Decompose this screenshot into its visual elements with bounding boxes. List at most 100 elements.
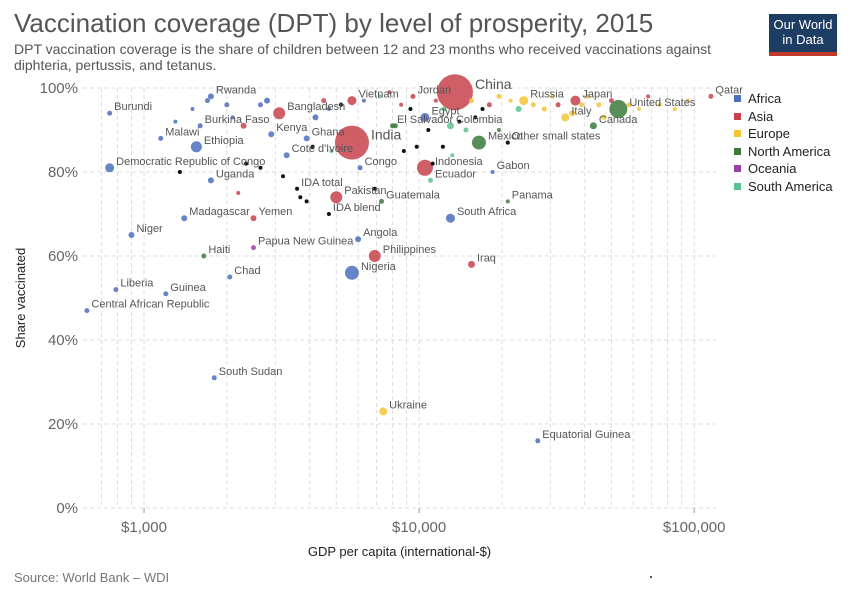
data-point: [471, 135, 486, 150]
legend-swatch: [734, 182, 741, 190]
data-point: [450, 153, 455, 158]
point-label: South Africa: [457, 206, 517, 218]
data-point: [457, 119, 462, 124]
data-point: [283, 152, 290, 159]
y-tick-label: 20%: [48, 416, 78, 433]
point-label: Cote d'Ivoire: [292, 143, 353, 155]
point-label: Ethiopia: [204, 135, 245, 147]
data-point: [113, 287, 119, 293]
data-point: [240, 122, 247, 129]
data-point: [657, 102, 662, 107]
point-label: China: [475, 76, 512, 92]
data-point: [190, 107, 195, 111]
data-point: [257, 102, 263, 108]
data-point: [609, 100, 628, 118]
owid-logo[interactable]: Our World in Data: [769, 14, 837, 56]
y-axis-label: Share vaccinated: [13, 248, 28, 348]
legend: Africa Asia Europe North America Oceania Sout…: [734, 90, 833, 196]
data-point: [379, 198, 385, 204]
data-point: [601, 114, 607, 120]
point-label: Bangladesh: [287, 101, 345, 113]
chart-subtitle: DPT vaccination coverage is the share of…: [14, 41, 712, 73]
point-label: Mexico: [488, 131, 523, 143]
data-point: [561, 113, 570, 122]
data-point: [508, 98, 513, 103]
point-label: Nigeria: [361, 261, 397, 273]
data-point: [312, 114, 319, 121]
logo-accent-bar: [769, 52, 837, 56]
legend-item[interactable]: Asia: [734, 108, 833, 126]
data-point: [569, 110, 576, 117]
data-point: [408, 107, 413, 111]
data-point: [399, 102, 404, 107]
data-point: [211, 375, 217, 381]
legend-label: South America: [748, 178, 833, 194]
legend-item[interactable]: South America: [734, 178, 833, 196]
data-point: [321, 98, 327, 104]
corner-dot: [650, 576, 652, 578]
data-point: [426, 128, 431, 132]
data-point: [445, 213, 455, 223]
data-point: [250, 215, 257, 222]
data-point: [347, 96, 357, 106]
data-point: [326, 212, 331, 216]
data-point: [387, 90, 392, 95]
point-label: Colombia: [456, 114, 503, 126]
point-label: Kenya: [276, 122, 308, 134]
data-point: [310, 144, 315, 149]
data-point: [377, 94, 382, 99]
data-point: [201, 253, 207, 259]
data-point: [334, 125, 369, 160]
point-label: Burkina Faso: [205, 114, 270, 126]
data-point: [401, 149, 406, 153]
point-label: Japan: [582, 89, 612, 101]
y-tick-label: 60%: [48, 248, 78, 265]
source-note[interactable]: Source: World Bank – WDI: [14, 570, 170, 585]
legend-item[interactable]: Africa: [734, 90, 833, 108]
data-point: [428, 177, 434, 183]
y-tick-label: 40%: [48, 332, 78, 349]
y-tick-label: 80%: [48, 164, 78, 181]
data-point: [207, 177, 214, 184]
data-point: [379, 407, 388, 416]
legend-item[interactable]: Europe: [734, 125, 833, 143]
data-point: [626, 102, 632, 108]
point-label: Democratic Republic of Congo: [116, 156, 265, 168]
data-point: [344, 265, 359, 280]
legend-item[interactable]: Oceania: [734, 160, 833, 178]
point-label: Haiti: [208, 244, 230, 256]
data-point: [330, 191, 343, 204]
point-label: United States: [629, 97, 696, 109]
point-label: Malawi: [165, 126, 199, 138]
point-label: Qatar: [715, 84, 743, 96]
point-label: Pakistan: [344, 185, 386, 197]
data-point: [468, 98, 474, 104]
point-label: India: [371, 127, 402, 143]
legend-swatch: [734, 147, 741, 155]
data-point: [197, 123, 203, 129]
data-point: [570, 95, 581, 106]
data-point: [236, 191, 241, 195]
data-point: [107, 110, 113, 116]
data-point: [473, 115, 478, 120]
data-point: [190, 141, 202, 153]
point-label: Ecuador: [435, 168, 476, 180]
data-point: [177, 170, 182, 174]
data-point: [446, 122, 454, 130]
data-point: [303, 135, 310, 142]
data-point: [207, 93, 214, 100]
data-point: [372, 186, 377, 191]
legend-item[interactable]: North America: [734, 143, 833, 161]
point-label: Russia: [530, 89, 565, 101]
data-point: [295, 186, 300, 191]
data-point: [646, 94, 651, 99]
x-tick-label: $1,000: [121, 519, 167, 536]
point-label: Panama: [512, 189, 554, 201]
data-point: [158, 135, 164, 141]
data-point: [672, 107, 677, 111]
point-label: IDA total: [301, 177, 343, 189]
data-point: [392, 123, 398, 129]
point-label: Italy: [571, 105, 592, 117]
chart-title: Vaccination coverage (DPT) by level of p…: [14, 8, 654, 38]
data-point: [490, 170, 495, 174]
